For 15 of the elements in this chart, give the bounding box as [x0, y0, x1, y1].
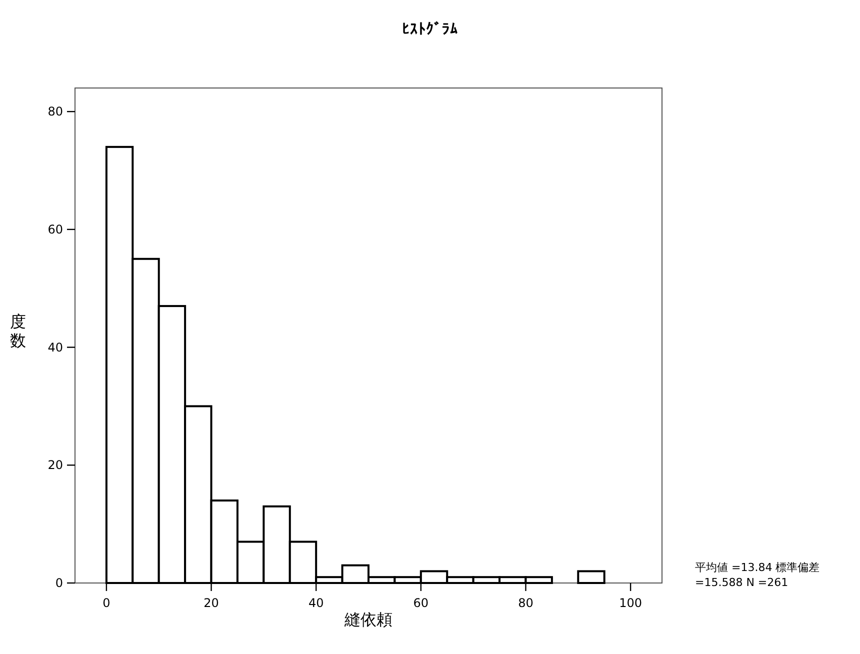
- x-tick-label: 20: [204, 596, 219, 610]
- x-tick-label: 100: [619, 596, 642, 610]
- x-tick-label: 0: [102, 596, 110, 610]
- y-tick-label: 40: [48, 340, 63, 354]
- x-tick-label: 40: [308, 596, 324, 610]
- y-tick-label: 20: [48, 458, 63, 472]
- x-axis-title: 縫依頼: [344, 610, 394, 631]
- y-tick-label: 80: [48, 104, 63, 119]
- y-axis-title: 度数: [10, 312, 27, 350]
- x-tick-label: 80: [518, 596, 534, 610]
- y-tick-label: 60: [48, 222, 63, 236]
- y-tick-label: 0: [55, 576, 63, 590]
- text: 平均値 =13.84 標準偏差 =15.588 N =261: [695, 560, 821, 590]
- x-tick-label: 60: [413, 596, 429, 610]
- chart-title: ﾋｽﾄｸﾞﾗﾑ: [401, 20, 459, 38]
